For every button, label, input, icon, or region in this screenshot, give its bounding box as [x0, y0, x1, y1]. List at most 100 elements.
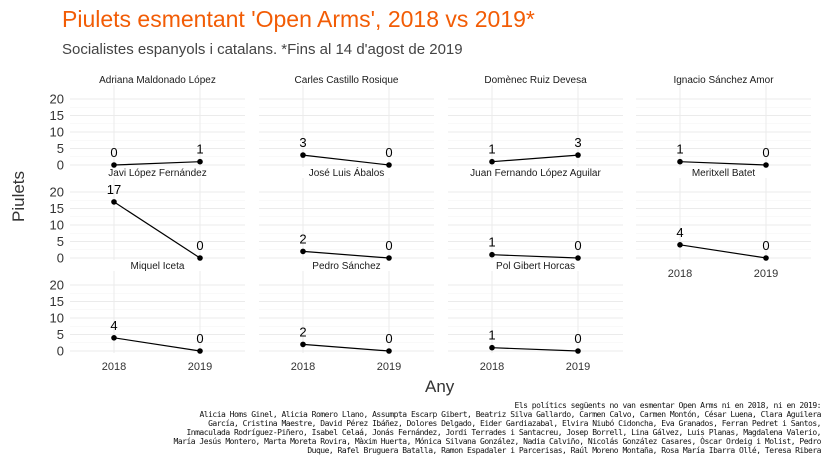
- chart-title: Piulets esmentant 'Open Arms', 2018 vs 2…: [62, 6, 535, 32]
- series-line: [302, 250, 390, 259]
- y-tick-label: 0: [57, 251, 64, 266]
- data-point: [575, 152, 581, 158]
- data-label: 0: [385, 145, 392, 160]
- y-tick-label: 15: [50, 201, 64, 216]
- data-label: 17: [107, 182, 121, 197]
- data-point: [111, 162, 117, 168]
- caption-line: María Jesús Montero, Marta Moreta Rovira…: [173, 437, 822, 447]
- data-label: 0: [762, 238, 769, 253]
- x-tick-label: 2019: [566, 361, 590, 373]
- data-label: 1: [488, 142, 495, 157]
- series-line: [302, 343, 390, 352]
- data-label: 1: [676, 142, 683, 157]
- y-tick-label: 5: [57, 327, 64, 342]
- data-point: [575, 348, 581, 354]
- data-point: [300, 341, 306, 348]
- panel-title: Carles Castillo Rosique: [295, 75, 399, 86]
- panel-title: Pedro Sánchez: [312, 261, 380, 272]
- x-tick-label: 2018: [291, 361, 315, 373]
- data-label: 1: [488, 328, 495, 343]
- data-point: [489, 344, 495, 351]
- panel-title: Javi López Fernández: [108, 168, 206, 179]
- x-axis-label: Any: [425, 377, 455, 396]
- y-axis-label: Piulets: [9, 170, 28, 222]
- data-label: 0: [574, 238, 581, 253]
- data-point: [300, 248, 306, 255]
- panel-title: Domènec Ruiz Devesa: [484, 75, 587, 86]
- data-point: [197, 158, 203, 165]
- series-line: [113, 201, 201, 259]
- series-line: [491, 154, 579, 163]
- data-label: 1: [488, 235, 495, 250]
- panel-title: Ignacio Sánchez Amor: [673, 75, 774, 86]
- data-point: [763, 162, 769, 168]
- y-tick-label: 10: [50, 311, 64, 326]
- series-line: [302, 154, 390, 166]
- data-label: 0: [110, 145, 117, 160]
- series-line: [679, 244, 767, 259]
- data-point: [575, 255, 581, 261]
- x-tick-label: 2018: [480, 361, 504, 373]
- data-point: [111, 199, 117, 205]
- x-tick-label: 2019: [377, 361, 401, 373]
- y-tick-label: 10: [50, 218, 64, 233]
- x-tick-label: 2019: [188, 361, 212, 373]
- data-point: [489, 251, 495, 258]
- data-label: 1: [196, 142, 203, 157]
- series-line: [491, 347, 579, 352]
- data-point: [300, 152, 306, 158]
- panel-title: Adriana Maldonado López: [99, 75, 216, 86]
- y-tick-label: 15: [50, 108, 64, 123]
- data-label: 0: [385, 238, 392, 253]
- data-point: [197, 348, 203, 354]
- y-tick-label: 0: [57, 344, 64, 359]
- y-tick-label: 5: [57, 141, 64, 156]
- data-label: 0: [574, 331, 581, 346]
- x-tick-label: 2019: [754, 268, 778, 280]
- series-line: [679, 161, 767, 166]
- data-point: [489, 158, 495, 165]
- caption-line: Inmaculada Rodríguez-Piñero, Isabel Cela…: [186, 428, 821, 438]
- y-tick-label: 20: [50, 185, 64, 200]
- panel-title: José Luis Ábalos: [309, 166, 385, 179]
- series-line: [113, 161, 201, 166]
- y-tick-label: 10: [50, 125, 64, 140]
- caption-note: Els polítics següents no van esmentar Op…: [161, 401, 822, 456]
- panel-title: Juan Fernando López Aguilar: [470, 168, 601, 179]
- series-line: [113, 337, 201, 352]
- x-tick-label: 2018: [668, 268, 692, 280]
- data-point: [386, 255, 392, 261]
- data-label: 3: [299, 135, 306, 150]
- data-point: [763, 255, 769, 261]
- data-label: 3: [574, 135, 581, 150]
- y-tick-label: 20: [50, 278, 64, 293]
- data-point: [677, 242, 683, 248]
- data-label: 0: [762, 145, 769, 160]
- panel-title: Pol Gibert Horcas: [496, 261, 575, 272]
- x-tick-label: 2018: [102, 361, 126, 373]
- data-point: [386, 348, 392, 354]
- panel-title: Meritxell Batet: [692, 168, 756, 179]
- chart-subtitle: Socialistes espanyols i catalans. *Fins …: [62, 41, 463, 58]
- data-label: 2: [299, 324, 306, 339]
- series-line: [491, 254, 579, 259]
- data-label: 4: [110, 318, 117, 333]
- caption-line: Alicia Homs Ginel, Alicia Romero Llano, …: [199, 410, 821, 420]
- y-tick-label: 15: [50, 294, 64, 309]
- data-point: [111, 335, 117, 341]
- caption-line: Els polítics següents no van esmentar Op…: [514, 401, 822, 410]
- data-point: [386, 162, 392, 168]
- data-label: 0: [196, 238, 203, 253]
- data-label: 4: [676, 225, 683, 240]
- y-tick-label: 5: [57, 234, 64, 249]
- data-label: 2: [299, 231, 306, 246]
- data-point: [677, 158, 683, 165]
- panel-title: Miquel Iceta: [131, 261, 185, 272]
- caption-line: Duque, Rafel Bruguera Batalla, Ramon Esp…: [307, 446, 821, 456]
- data-label: 0: [385, 331, 392, 346]
- data-point: [197, 255, 203, 261]
- data-label: 0: [196, 331, 203, 346]
- y-tick-label: 0: [57, 158, 64, 173]
- y-tick-label: 20: [50, 92, 64, 107]
